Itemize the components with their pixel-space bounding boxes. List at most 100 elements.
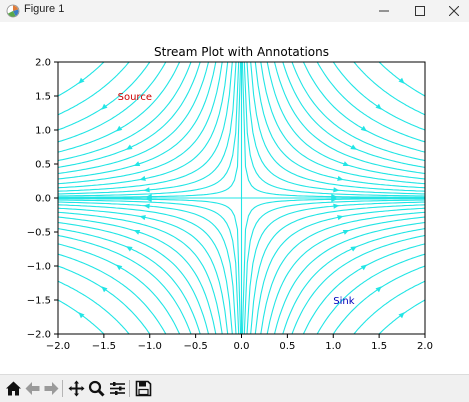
streamline xyxy=(58,198,242,335)
stream-arrow xyxy=(342,161,350,166)
maximize-icon xyxy=(415,6,425,16)
stream-arrow xyxy=(333,203,340,209)
y-tick-label: −1.5 xyxy=(27,296,51,307)
home-button[interactable] xyxy=(3,378,23,398)
save-icon xyxy=(135,380,151,396)
streamline xyxy=(241,198,425,335)
maximize-button[interactable] xyxy=(401,0,439,22)
streamline xyxy=(57,221,210,335)
toolbar-separator xyxy=(62,380,63,397)
streamline xyxy=(243,61,426,197)
toolbar-separator xyxy=(129,380,130,397)
streamline xyxy=(57,61,130,116)
subplots-config-button[interactable] xyxy=(107,378,127,398)
home-icon xyxy=(5,381,21,395)
close-icon xyxy=(449,6,459,16)
back-arrow-icon xyxy=(25,381,39,395)
x-tick-label: 0.0 xyxy=(234,341,250,352)
stream-arrow xyxy=(116,125,123,132)
streamline xyxy=(316,61,426,143)
streamline xyxy=(302,243,426,335)
x-tick-label: −1.5 xyxy=(92,341,116,352)
y-tick-label: −2.0 xyxy=(27,330,51,341)
stream-arrow xyxy=(133,230,141,235)
stream-arrow xyxy=(398,77,405,84)
minimize-button[interactable] xyxy=(365,0,403,22)
streamline xyxy=(57,228,201,335)
close-button[interactable] xyxy=(435,0,469,22)
streamline xyxy=(291,61,426,162)
streamline xyxy=(273,61,426,175)
save-button[interactable] xyxy=(133,378,153,398)
stream-arrow xyxy=(375,103,382,110)
x-tick-label: 1.0 xyxy=(325,341,341,352)
streamline xyxy=(57,61,210,175)
stream-arrow xyxy=(350,144,357,150)
chart-title: Stream Plot with Annotations xyxy=(154,45,329,59)
streamline xyxy=(282,228,426,335)
minimize-icon xyxy=(379,10,389,12)
streamline xyxy=(57,61,240,197)
streamline xyxy=(57,61,223,185)
y-tick-label: 1.5 xyxy=(35,92,51,103)
stream-arrow xyxy=(360,125,367,132)
stream-arrow xyxy=(375,286,382,293)
streamline xyxy=(291,234,426,335)
streamline xyxy=(58,201,237,335)
annotation-sink: Sink xyxy=(333,296,354,307)
back-button[interactable] xyxy=(22,378,42,398)
streamline xyxy=(57,253,167,335)
streamline xyxy=(57,61,181,153)
stream-arrow xyxy=(331,196,338,202)
zoom-button[interactable] xyxy=(86,378,106,398)
streamline xyxy=(273,221,426,335)
streamline xyxy=(57,61,167,143)
streamline xyxy=(250,204,426,335)
streamline xyxy=(316,253,426,335)
streamline xyxy=(57,61,201,168)
streamline xyxy=(246,201,425,335)
streamline xyxy=(353,61,426,116)
streamline xyxy=(58,61,242,198)
x-tick-label: 0.5 xyxy=(279,341,295,352)
streamline xyxy=(332,61,426,131)
streamline xyxy=(57,204,233,335)
y-tick-label: 1.0 xyxy=(35,126,51,137)
stream-arrow xyxy=(101,286,108,293)
streamline xyxy=(57,265,151,335)
navigation-toolbar xyxy=(0,374,469,402)
stream-arrow xyxy=(333,187,340,193)
x-tick-label: −0.5 xyxy=(183,341,207,352)
streamline xyxy=(57,61,192,162)
y-tick-label: −0.5 xyxy=(27,228,51,239)
stream-arrows-group xyxy=(78,77,405,319)
forward-button[interactable] xyxy=(41,378,61,398)
y-tick-label: 2.0 xyxy=(35,58,51,69)
matplotlib-app-icon xyxy=(6,4,20,18)
stream-arrow xyxy=(78,312,85,319)
window-titlebar: Figure 1 xyxy=(0,0,469,23)
x-tick-label: 2.0 xyxy=(417,341,433,352)
y-tick-label: 0.5 xyxy=(35,160,51,171)
y-axis-ticks: 2.0 1.5 1.0 0.5 0.0 −0.5 −1.0 −1.5 −2.0 xyxy=(27,58,58,341)
streamline xyxy=(282,61,426,168)
stream-arrow xyxy=(342,230,350,235)
stream-plot: −2.0 −1.5 −1.0 −0.5 0.0 0.5 1.0 1.5 2.0 2.0 1.5 1.… xyxy=(27,45,433,352)
x-axis-ticks: −2.0 −1.5 −1.0 −0.5 0.0 0.5 1.0 1.5 2.0 xyxy=(46,334,433,352)
stream-arrow xyxy=(78,77,85,84)
streamline xyxy=(246,61,425,195)
stream-arrow xyxy=(145,196,152,202)
streamline xyxy=(57,280,130,335)
pan-button[interactable] xyxy=(66,378,86,398)
stream-arrow xyxy=(143,187,150,193)
stream-arrow xyxy=(139,175,146,181)
stream-arrow xyxy=(350,246,357,252)
streamline xyxy=(353,280,426,335)
stream-arrow xyxy=(360,264,367,271)
stream-arrow xyxy=(143,203,150,209)
x-tick-label: 1.5 xyxy=(371,341,387,352)
streamline xyxy=(57,234,192,335)
stream-arrow xyxy=(133,161,141,166)
streamline xyxy=(57,199,240,335)
stream-arrow xyxy=(337,175,344,181)
